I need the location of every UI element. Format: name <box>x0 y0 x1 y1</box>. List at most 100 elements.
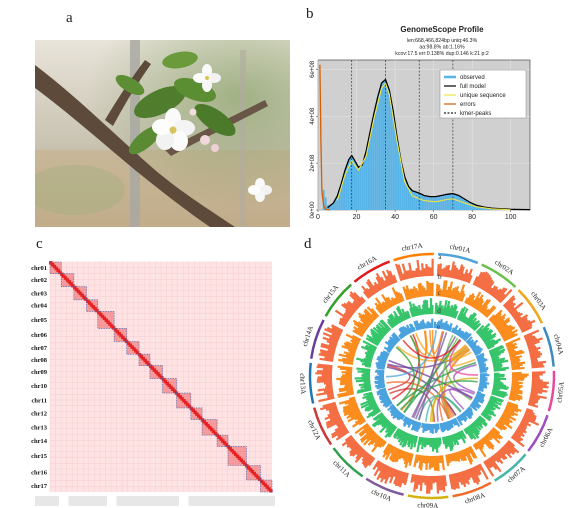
track-bar <box>506 302 517 312</box>
track-bar <box>403 311 409 320</box>
track-bar <box>494 319 505 328</box>
track-bar <box>360 384 371 389</box>
observed-bar <box>380 83 383 210</box>
chromosome-box <box>162 378 177 394</box>
track-bar <box>478 299 489 313</box>
track-bar <box>364 456 374 469</box>
observed-bar <box>482 207 485 210</box>
x-tick-label: 60 <box>430 214 438 221</box>
track-bar <box>443 280 448 298</box>
track-bar <box>386 275 393 286</box>
chromosome-arc <box>494 453 527 482</box>
chromosome-label: chr12 <box>31 411 47 418</box>
track-bar <box>393 469 399 478</box>
track-bar <box>359 426 372 438</box>
track-bar <box>502 411 512 417</box>
track-bar <box>489 430 499 440</box>
track-bar <box>366 278 378 294</box>
circos-plot: chr01Achr02Achr03Achr04Achr05Achr06Achr0… <box>298 242 566 508</box>
track-bar <box>402 432 409 443</box>
observed-bar <box>478 206 481 210</box>
track-bar <box>406 310 411 319</box>
track-bar <box>343 312 351 320</box>
track-bar <box>400 450 406 459</box>
track-bar <box>397 264 405 281</box>
track-bar <box>477 388 484 393</box>
track-bar <box>410 434 415 444</box>
track-bar <box>529 395 541 400</box>
track-bar <box>394 297 400 305</box>
track-bar <box>466 312 477 326</box>
track-bar <box>510 358 521 363</box>
chromosome-block <box>73 286 87 300</box>
track-bar <box>349 444 362 457</box>
track-bar <box>516 316 528 325</box>
track-bar <box>440 455 445 471</box>
track-bar <box>354 450 367 463</box>
diagonal-cell <box>169 385 173 390</box>
synteny-link <box>428 330 444 354</box>
diagonal-cell <box>74 287 79 292</box>
track-bar <box>496 287 508 301</box>
legend-label: unique sequence <box>460 93 506 99</box>
track-bar <box>423 455 427 464</box>
track-bar <box>339 319 347 326</box>
observed-bar <box>382 81 385 210</box>
observed-bar <box>421 195 423 210</box>
track-bar <box>363 381 371 385</box>
track-bar <box>493 288 502 299</box>
track-bar <box>335 420 344 427</box>
diagonal-cell <box>126 341 131 345</box>
track-bar <box>486 402 494 408</box>
track-bar <box>438 300 442 315</box>
observed-bar <box>450 194 452 210</box>
track-bar <box>458 450 464 462</box>
diagonal-cell <box>106 320 110 324</box>
track-bar <box>489 345 505 354</box>
track-bar <box>465 312 476 326</box>
track-bar <box>487 457 498 471</box>
track-bar <box>499 448 507 456</box>
synteny-link <box>451 348 476 367</box>
track-bar <box>396 429 402 437</box>
track-bar <box>361 362 372 367</box>
track-bar <box>320 344 336 352</box>
track-bar <box>320 351 335 357</box>
track-bar <box>489 309 503 323</box>
synteny-link <box>402 339 461 359</box>
track-bar <box>490 395 504 403</box>
diagonal-cell <box>143 358 147 363</box>
track-bar <box>416 436 422 453</box>
track-bar <box>457 431 463 440</box>
track-bar <box>511 365 521 369</box>
track-bar <box>365 430 376 441</box>
track-bar <box>411 288 416 299</box>
track-bar <box>511 384 523 388</box>
track-bar <box>357 370 371 374</box>
track-bar <box>452 473 458 489</box>
chart-title: GenomeScope Profile <box>400 25 484 34</box>
track-bar <box>342 403 358 411</box>
track-bar <box>510 357 520 362</box>
track-bar <box>500 416 511 424</box>
track-bar <box>334 309 350 321</box>
track-bar <box>384 467 394 484</box>
track-bar <box>360 398 375 406</box>
track-bar <box>502 445 512 455</box>
track-bar <box>318 396 335 403</box>
track-bar <box>420 422 424 428</box>
track-bar <box>368 344 377 351</box>
track-bar <box>401 308 408 320</box>
track-bar <box>434 455 438 471</box>
track-bar <box>519 319 536 330</box>
track-bar <box>399 431 408 446</box>
track-bar <box>398 471 406 488</box>
observed-bar <box>347 159 350 210</box>
track-bar <box>387 320 394 329</box>
track-bar <box>529 351 541 356</box>
observed-bar <box>392 111 395 210</box>
track-bar <box>456 416 463 426</box>
track-bar <box>492 359 509 365</box>
diagonal-cell <box>115 330 120 334</box>
synteny-link <box>387 364 411 391</box>
